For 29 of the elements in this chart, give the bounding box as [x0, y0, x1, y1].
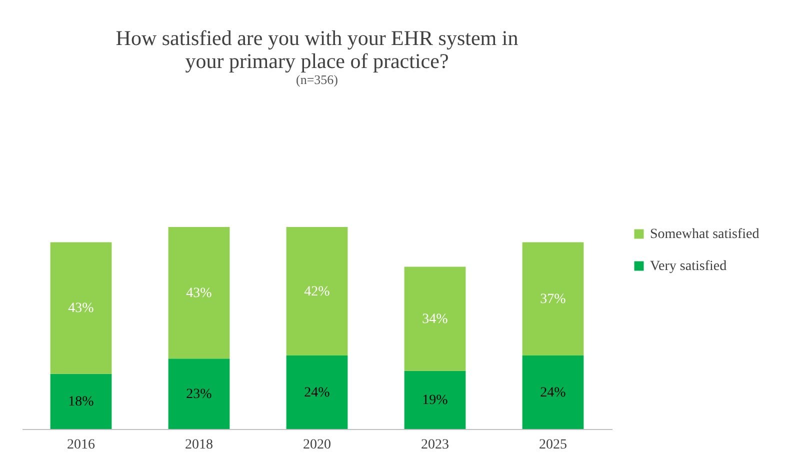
- x-tick-label: 2018: [185, 438, 213, 452]
- bar: [50, 374, 112, 429]
- data-label: 34%: [422, 312, 448, 327]
- data-label: 23%: [186, 386, 212, 402]
- bar: [522, 356, 584, 429]
- data-label: 43%: [186, 286, 212, 301]
- bar: [404, 266, 466, 371]
- data-label: 24%: [304, 385, 330, 400]
- chart-subtitle: (n=356): [296, 72, 338, 87]
- chart-title: How satisfied are you with your EHR system in your primary place of practice?: [116, 26, 519, 73]
- data-label: 42%: [304, 284, 330, 300]
- bar: [168, 358, 230, 429]
- data-label: 18%: [68, 394, 94, 410]
- data-label: 43%: [68, 301, 94, 316]
- x-tick-label: 2025: [539, 438, 567, 452]
- bar: [168, 227, 230, 359]
- bar: [404, 370, 466, 429]
- data-label: 37%: [540, 292, 566, 307]
- x-tick-label: 2023: [421, 438, 449, 452]
- x-tick-label: 2020: [303, 438, 331, 452]
- data-label: 19%: [422, 392, 448, 408]
- legend-label: Very satisfied: [650, 259, 727, 274]
- bar: [50, 242, 112, 374]
- bar: [522, 242, 584, 356]
- bar: [286, 227, 348, 356]
- data-label: 24%: [540, 385, 566, 400]
- legend-label: Somewhat satisfied: [650, 227, 760, 242]
- x-tick-label: 2016: [67, 438, 95, 452]
- bar: [286, 356, 348, 429]
